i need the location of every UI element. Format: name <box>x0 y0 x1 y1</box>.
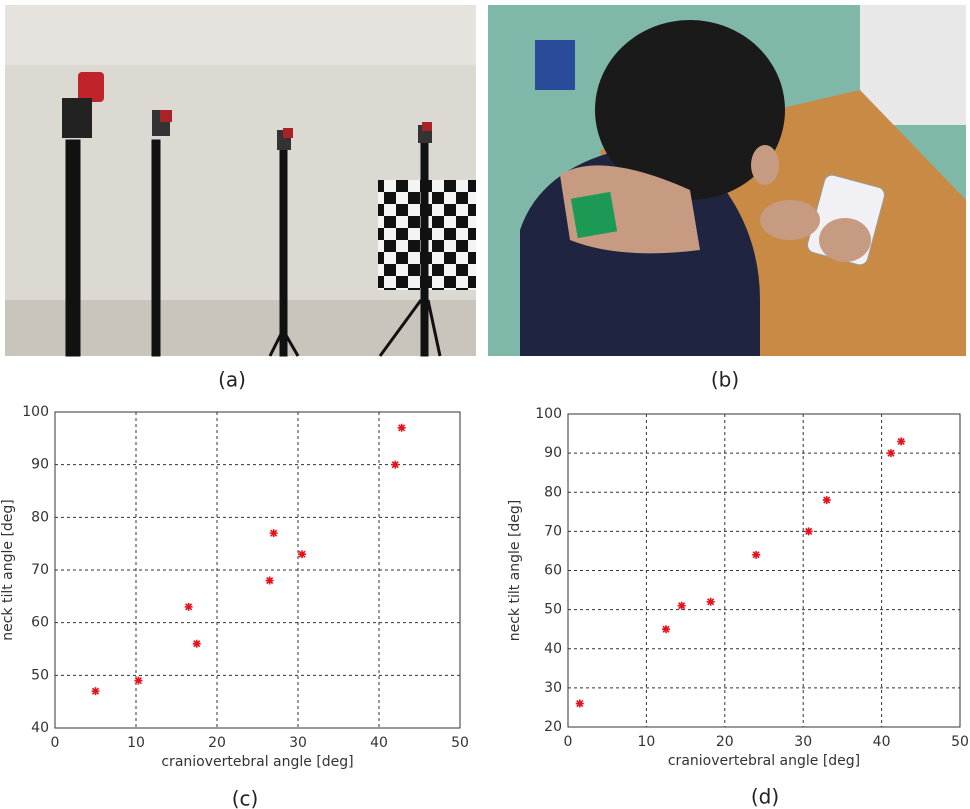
point <box>298 550 306 558</box>
x-tick-label: 10 <box>637 734 655 750</box>
x-tick-label: 0 <box>51 735 60 751</box>
caption: (c) <box>232 787 259 809</box>
point <box>576 700 584 708</box>
y-tick-label: 60 <box>31 615 49 631</box>
point <box>887 449 895 457</box>
x-tick-label: 50 <box>951 734 969 750</box>
y-tick-label: 70 <box>31 562 49 578</box>
x-tick-label: 50 <box>451 735 469 751</box>
point <box>185 603 193 611</box>
x-tick-label: 20 <box>208 735 226 751</box>
y-tick-label: 70 <box>544 523 562 539</box>
y-tick-label: 50 <box>31 667 49 683</box>
photo-b <box>488 5 966 356</box>
y-tick-label: 40 <box>31 720 49 736</box>
point <box>134 677 142 685</box>
x-tick-label: 30 <box>289 735 307 751</box>
y-tick-label: 20 <box>544 719 562 735</box>
x-tick-label: 10 <box>127 735 145 751</box>
point <box>92 687 100 695</box>
caption: (d) <box>751 785 779 809</box>
x-tick-label: 0 <box>564 734 573 750</box>
y-tick-label: 80 <box>544 484 562 500</box>
figure: (a) (b) (c) (d) 0 10 20 30 40 50 40 50 60 70 80 90 1… <box>0 0 970 809</box>
point <box>662 625 670 633</box>
point <box>193 640 201 648</box>
x-tick-label: 30 <box>794 734 812 750</box>
x-tick-label: 20 <box>716 734 734 750</box>
y-tick-label: 30 <box>544 680 562 696</box>
point <box>678 602 686 610</box>
photo-a <box>5 5 476 356</box>
point <box>398 424 406 432</box>
y-tick-label: 90 <box>544 445 562 461</box>
point <box>266 577 274 585</box>
point <box>707 598 715 606</box>
y-tick-label: 90 <box>31 457 49 473</box>
x-tick-label: 40 <box>370 735 388 751</box>
x-axis-label: craniovertebral angle [deg] <box>161 754 353 770</box>
y-axis-label: neck tilt angle [deg] <box>0 499 16 641</box>
y-tick-label: 60 <box>544 563 562 579</box>
caption: (b) <box>711 368 739 392</box>
y-tick-label: 50 <box>544 602 562 618</box>
point <box>823 496 831 504</box>
y-tick-label: 80 <box>31 509 49 525</box>
x-tick-label: 40 <box>873 734 891 750</box>
point <box>752 551 760 559</box>
point <box>805 527 813 535</box>
y-tick-label: 100 <box>22 404 49 420</box>
point <box>391 461 399 469</box>
caption: (a) <box>218 368 246 392</box>
plot-area <box>568 414 960 727</box>
y-tick-label: 40 <box>544 641 562 657</box>
point <box>897 437 905 445</box>
y-axis-label: neck tilt angle [deg] <box>507 500 523 642</box>
x-axis-label: craniovertebral angle [deg] <box>668 753 860 769</box>
y-tick-label: 100 <box>535 406 562 422</box>
point <box>270 529 278 537</box>
